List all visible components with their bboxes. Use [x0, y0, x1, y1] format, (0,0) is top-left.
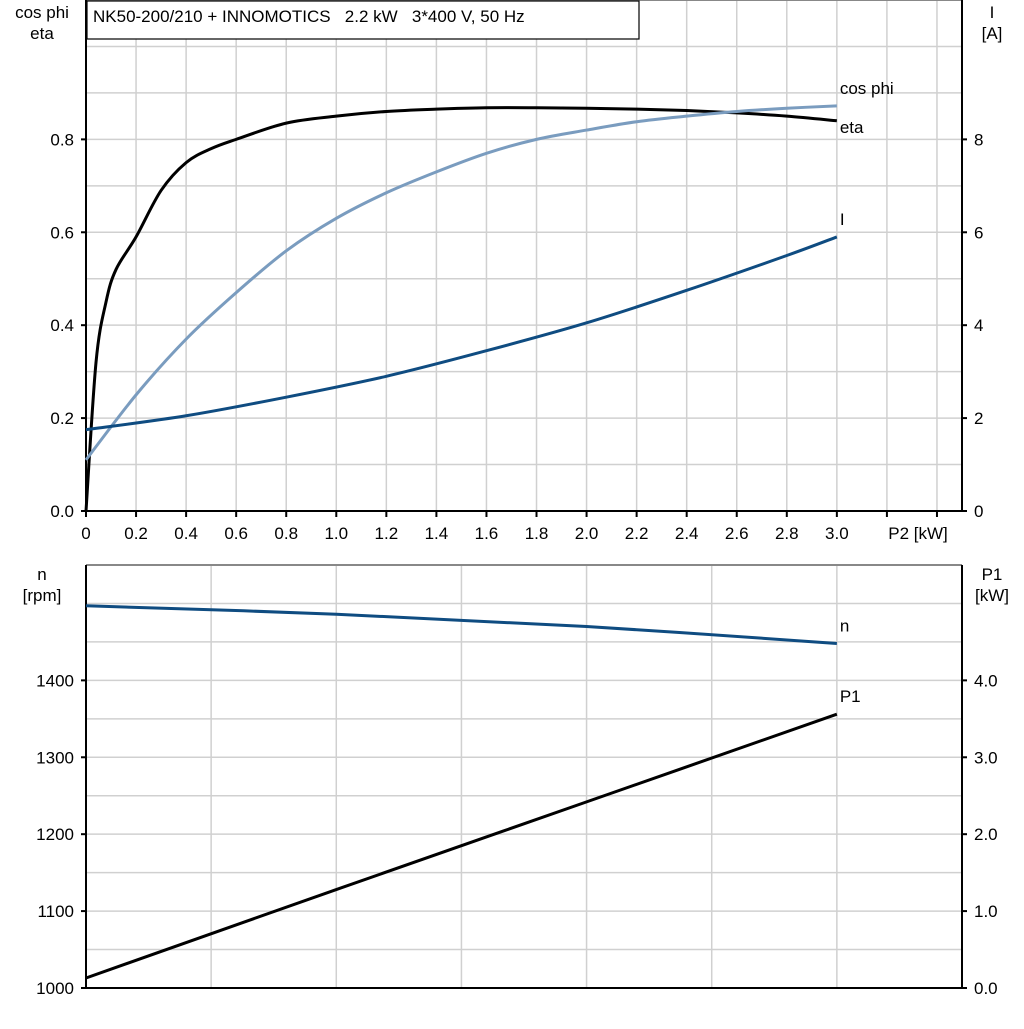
- x-tick-label: 2.0: [575, 524, 599, 543]
- title-box: [86, 0, 640, 40]
- y-axis-label-right: I: [990, 3, 995, 22]
- y-tick-label-right: 2.0: [974, 825, 998, 844]
- x-tick-label: 2.8: [775, 524, 799, 543]
- series-label-P1: P1: [840, 687, 861, 706]
- y-tick-label-right: 8: [974, 130, 983, 149]
- y-tick-label-right: 0.0: [974, 979, 998, 998]
- series-label-cos-phi: cos phi: [840, 79, 894, 98]
- x-tick-label: 1.6: [475, 524, 499, 543]
- y-tick-label-left: 1000: [36, 979, 74, 998]
- x-tick-label: 1.2: [375, 524, 399, 543]
- x-tick-label: 0.4: [174, 524, 198, 543]
- y-tick-label-left: 1100: [37, 902, 74, 921]
- series-label-eta: eta: [840, 118, 864, 137]
- x-tick-label: 3.0: [825, 524, 849, 543]
- x-tick-label: 1.8: [525, 524, 549, 543]
- y-tick-label-right: 6: [974, 223, 983, 242]
- x-tick-label: 0: [81, 524, 90, 543]
- y-tick-label-left: 0.4: [50, 316, 74, 335]
- x-axis-label: P2 [kW]: [888, 524, 948, 543]
- x-tick-label: 0.2: [124, 524, 148, 543]
- y-tick-label-left: 0.6: [50, 223, 74, 242]
- series-line-I: [85, 235, 838, 432]
- x-tick-label: 0.6: [224, 524, 248, 543]
- y-tick-label-right: 2: [974, 409, 983, 428]
- y-axis-label-right: [kW]: [975, 586, 1009, 605]
- y-tick-label-right: 1.0: [974, 902, 998, 921]
- y-tick-label-left: 0.8: [50, 130, 74, 149]
- chart-0: [81, 0, 967, 512]
- series-line-eta: [84, 106, 837, 512]
- y-tick-label-left: 0.2: [50, 409, 74, 428]
- y-tick-label-right: 3.0: [974, 748, 998, 767]
- y-tick-label-left: 1300: [36, 748, 74, 767]
- x-tick-label: 1.4: [425, 524, 449, 543]
- y-tick-label-right: 4.0: [974, 671, 998, 690]
- chart-1: [81, 564, 967, 989]
- y-axis-label-left: eta: [30, 24, 54, 43]
- x-tick-label: 0.8: [274, 524, 298, 543]
- y-tick-label-left: 1400: [36, 671, 74, 690]
- series-label-n: n: [840, 616, 849, 635]
- series-line-cos-phi: [84, 104, 837, 461]
- series-label-I: I: [840, 210, 845, 229]
- y-tick-label-left: 0.0: [50, 502, 74, 521]
- y-axis-label-right: [A]: [982, 24, 1003, 43]
- series-line-P1: [85, 712, 838, 980]
- chart-title: NK50-200/210 + INNOMOTICS 2.2 kW 3*400 V…: [93, 7, 525, 26]
- x-tick-label: 2.6: [725, 524, 749, 543]
- y-tick-label-left: 1200: [36, 825, 74, 844]
- y-tick-label-right: 0: [974, 502, 983, 521]
- y-axis-label-left: cos phi: [15, 3, 69, 22]
- x-tick-label: 2.2: [625, 524, 649, 543]
- x-tick-label: 2.4: [675, 524, 699, 543]
- series-line-n: [85, 604, 837, 645]
- y-axis-label-right: P1: [982, 565, 1003, 584]
- y-axis-label-left: n: [37, 565, 46, 584]
- y-axis-label-left: [rpm]: [23, 586, 62, 605]
- y-tick-label-right: 4: [974, 316, 983, 335]
- x-tick-label: 1.0: [324, 524, 348, 543]
